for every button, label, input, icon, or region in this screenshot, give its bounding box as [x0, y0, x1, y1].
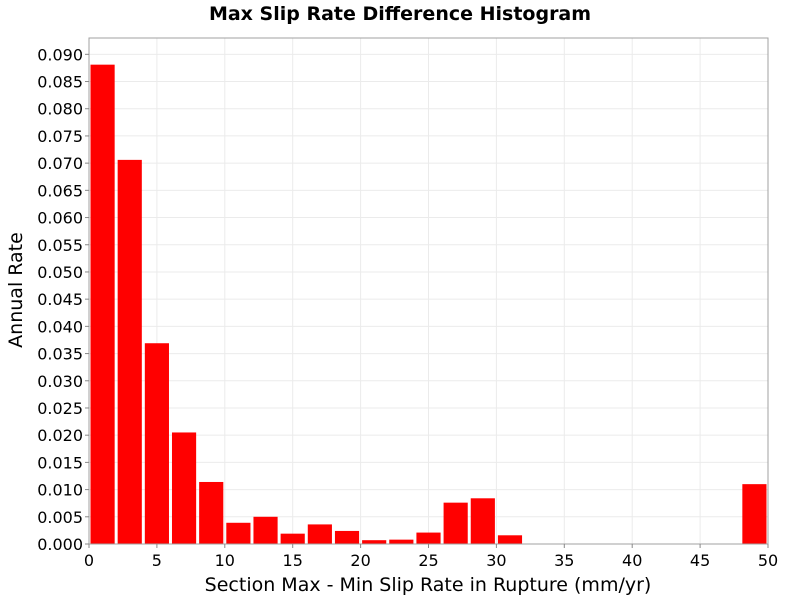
x-tick-label: 5: [152, 551, 162, 570]
y-tick-label: 0.055: [37, 236, 83, 255]
histogram-bar: [443, 502, 468, 544]
x-tick-label: 20: [350, 551, 370, 570]
histogram-bar: [416, 532, 441, 544]
y-tick-label: 0.080: [37, 100, 83, 119]
y-axis-ticks: 0.000 0.005 0.010 0.015 0.020 0.025 0.030 0.035…: [37, 45, 89, 554]
histogram-bar: [253, 516, 278, 544]
y-tick-label: 0.020: [37, 426, 83, 445]
y-tick-label: 0.010: [37, 481, 83, 500]
y-tick-label: 0.070: [37, 154, 83, 173]
y-tick-label: 0.085: [37, 73, 83, 92]
histogram-bar: [307, 524, 332, 544]
y-tick-label: 0.025: [37, 399, 83, 418]
x-axis-label: Section Max - Min Slip Rate in Rupture (…: [205, 574, 652, 596]
histogram-bar: [362, 540, 387, 544]
plot-area: [88, 37, 769, 545]
y-tick-label: 0.035: [37, 345, 83, 364]
chart-title: Max Slip Rate Difference Histogram: [209, 3, 591, 25]
histogram-bar: [389, 539, 414, 544]
x-tick-label: 10: [215, 551, 235, 570]
y-tick-label: 0.060: [37, 209, 83, 228]
histogram-bar: [171, 432, 197, 544]
y-tick-label: 0.005: [37, 508, 83, 527]
x-tick-label: 50: [758, 551, 778, 570]
y-tick-label: 0.075: [37, 127, 83, 146]
histogram-bar: [144, 343, 169, 544]
x-tick-label: 40: [622, 551, 642, 570]
histogram-bar: [117, 159, 142, 544]
histogram-bar: [199, 481, 224, 544]
x-tick-label: 15: [283, 551, 303, 570]
y-tick-label: 0.045: [37, 290, 83, 309]
x-tick-label: 35: [554, 551, 574, 570]
y-tick-label: 0.030: [37, 372, 83, 391]
x-tick-label: 0: [84, 551, 94, 570]
y-axis-label: Annual Rate: [5, 232, 27, 348]
histogram-bar: [90, 64, 115, 544]
histogram-bar: [497, 535, 523, 544]
x-axis-ticks: 0 5 10 15 20 25 30 35 40 45 50: [84, 544, 778, 570]
y-tick-label: 0.015: [37, 453, 83, 472]
y-tick-label: 0.090: [37, 45, 83, 64]
histogram-bar: [226, 522, 251, 544]
gridlines: [88, 38, 769, 545]
histogram-bar: [742, 484, 767, 544]
histogram-bar: [280, 533, 305, 544]
y-tick-label: 0.050: [37, 263, 83, 282]
x-tick-label: 30: [486, 551, 506, 570]
histogram-bar: [334, 530, 360, 544]
y-tick-label: 0.065: [37, 181, 83, 200]
x-tick-label: 45: [690, 551, 710, 570]
y-tick-label: 0.000: [37, 535, 83, 554]
y-tick-label: 0.040: [37, 317, 83, 336]
histogram-bar: [470, 498, 495, 544]
bars: [90, 64, 767, 544]
x-tick-label: 25: [418, 551, 438, 570]
